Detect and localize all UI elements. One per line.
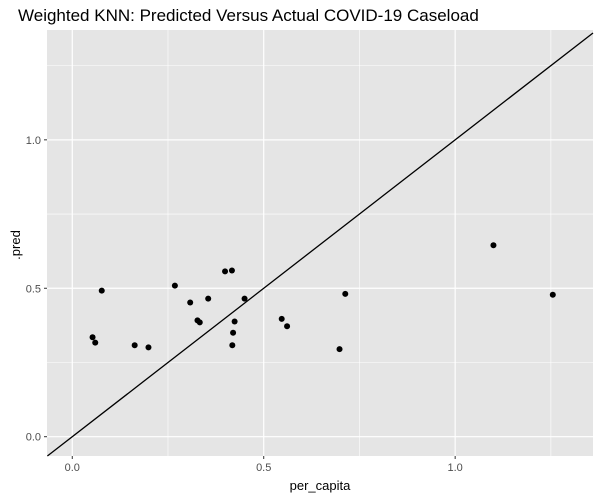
data-point — [278, 315, 285, 322]
reference-line-group — [46, 32, 594, 457]
data-point — [230, 329, 237, 336]
minor-gridlines — [47, 30, 593, 456]
data-point — [229, 342, 236, 349]
x-axis-label: per_capita — [290, 478, 351, 493]
x-tick-label: 0.0 — [65, 462, 80, 474]
data-point — [196, 319, 203, 326]
data-point — [171, 282, 178, 289]
data-point — [549, 291, 556, 298]
data-point — [342, 290, 349, 297]
x-axis-ticks: 0.0 0.5 1.0 — [65, 456, 463, 474]
data-point — [98, 287, 105, 294]
data-point — [145, 344, 152, 351]
data-point — [89, 334, 96, 341]
data-point — [131, 342, 138, 349]
data-point — [187, 299, 194, 306]
data-point — [228, 267, 235, 274]
data-point — [231, 318, 238, 325]
y-tick-label: 0.0 — [26, 432, 41, 444]
y-axis-ticks: 0.0 0.5 1.0 — [26, 135, 47, 444]
data-point — [336, 346, 343, 353]
data-point — [241, 295, 248, 302]
data-point — [490, 242, 497, 249]
major-gridlines — [47, 30, 593, 456]
data-point — [205, 295, 212, 302]
y-tick-label: 0.5 — [26, 283, 41, 295]
y-tick-label: 1.0 — [26, 135, 41, 147]
y-axis-label: .pred — [8, 230, 23, 260]
chart-title: Weighted KNN: Predicted Versus Actual CO… — [18, 6, 479, 25]
data-point — [284, 323, 291, 330]
reference-line — [46, 32, 594, 457]
data-points — [89, 242, 556, 353]
x-tick-label: 0.5 — [256, 462, 271, 474]
x-tick-label: 1.0 — [448, 462, 463, 474]
data-point — [92, 339, 99, 346]
data-point — [222, 268, 229, 275]
